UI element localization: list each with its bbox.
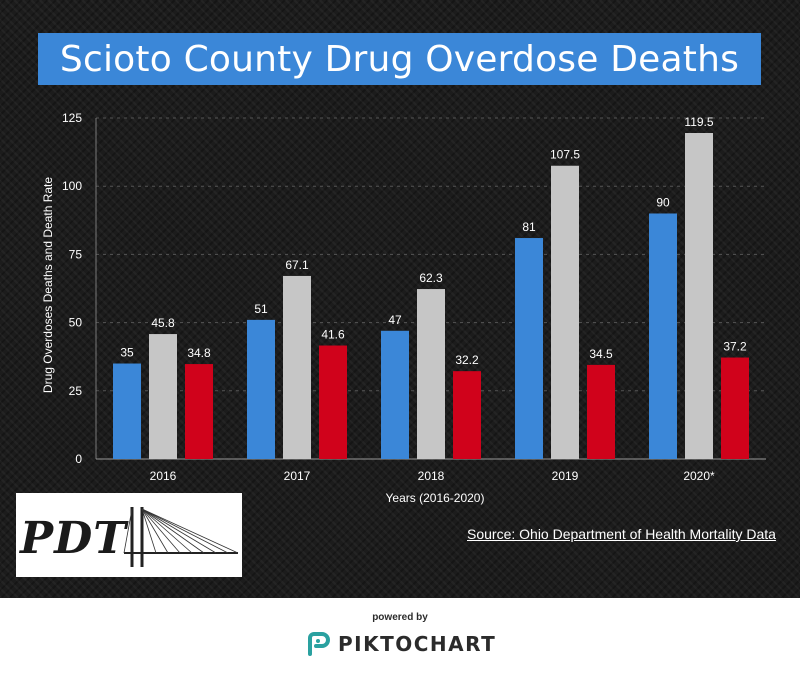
source-link[interactable]: Source: Ohio Department of Health Mortal… (467, 526, 776, 542)
bar (515, 238, 543, 459)
bar (283, 275, 311, 459)
data-label: 34.8 (187, 346, 211, 360)
x-tick-label: 2017 (284, 469, 311, 483)
x-axis-label: Years (2016-2020) (385, 491, 485, 505)
chart-title: Scioto County Drug Overdose Deaths (59, 38, 740, 80)
footer: powered by PIKTOCHART (0, 598, 800, 679)
powered-by-text: powered by (372, 612, 428, 623)
y-tick-label: 0 (75, 452, 82, 466)
title-banner: Scioto County Drug Overdose Deaths (38, 33, 761, 85)
data-label: 41.6 (321, 328, 345, 342)
y-tick-label: 125 (62, 111, 82, 125)
bar (113, 363, 141, 459)
data-label: 45.8 (151, 316, 175, 330)
pdt-logo: PDT (16, 493, 242, 577)
bar (247, 319, 275, 459)
y-tick-label: 75 (69, 247, 83, 261)
y-tick-label: 25 (69, 384, 83, 398)
piktochart-wordmark: PIKTOCHART (338, 632, 497, 656)
data-label: 47 (388, 313, 402, 327)
data-label: 37.2 (723, 340, 747, 354)
logo-lettering: PDT (20, 513, 127, 564)
bar (587, 364, 615, 459)
bar-chart: 0 25 50 75 100 125 35 45.8 34.8 2016 51 67.1 41.6 201… (62, 111, 766, 483)
data-label: 107.5 (550, 148, 580, 162)
data-label: 67.1 (285, 258, 309, 272)
bridge-icon (123, 507, 239, 567)
data-label: 51 (254, 302, 268, 316)
bar (685, 133, 713, 459)
y-tick-label: 100 (62, 179, 82, 193)
data-label: 62.3 (419, 271, 443, 285)
bar (551, 165, 579, 460)
bar (417, 289, 445, 459)
data-label: 35 (120, 346, 134, 360)
y-tick-label: 50 (69, 316, 83, 330)
bar (185, 364, 213, 459)
piktochart-logo-icon (308, 632, 330, 656)
data-label: 81 (522, 220, 536, 234)
piktochart-brand[interactable]: PIKTOCHART (306, 631, 496, 657)
bar (319, 345, 347, 459)
data-label: 119.5 (684, 115, 713, 129)
data-label: 34.5 (589, 347, 613, 361)
bar (453, 371, 481, 459)
infographic-panel: Scioto County Drug Overdose Deaths 0 25 50… (0, 0, 800, 598)
x-tick-label: 2020* (683, 469, 715, 483)
bar (721, 357, 749, 459)
x-tick-label: 2019 (552, 469, 579, 483)
data-label: 90 (656, 195, 670, 209)
bar (149, 334, 177, 459)
x-tick-label: 2016 (150, 469, 177, 483)
y-axis-label: Drug Overdoses Deaths and Death Rate (41, 176, 55, 394)
x-tick-label: 2018 (418, 469, 445, 483)
bar (381, 330, 409, 459)
bar (649, 213, 677, 459)
data-label: 32.2 (455, 353, 479, 367)
